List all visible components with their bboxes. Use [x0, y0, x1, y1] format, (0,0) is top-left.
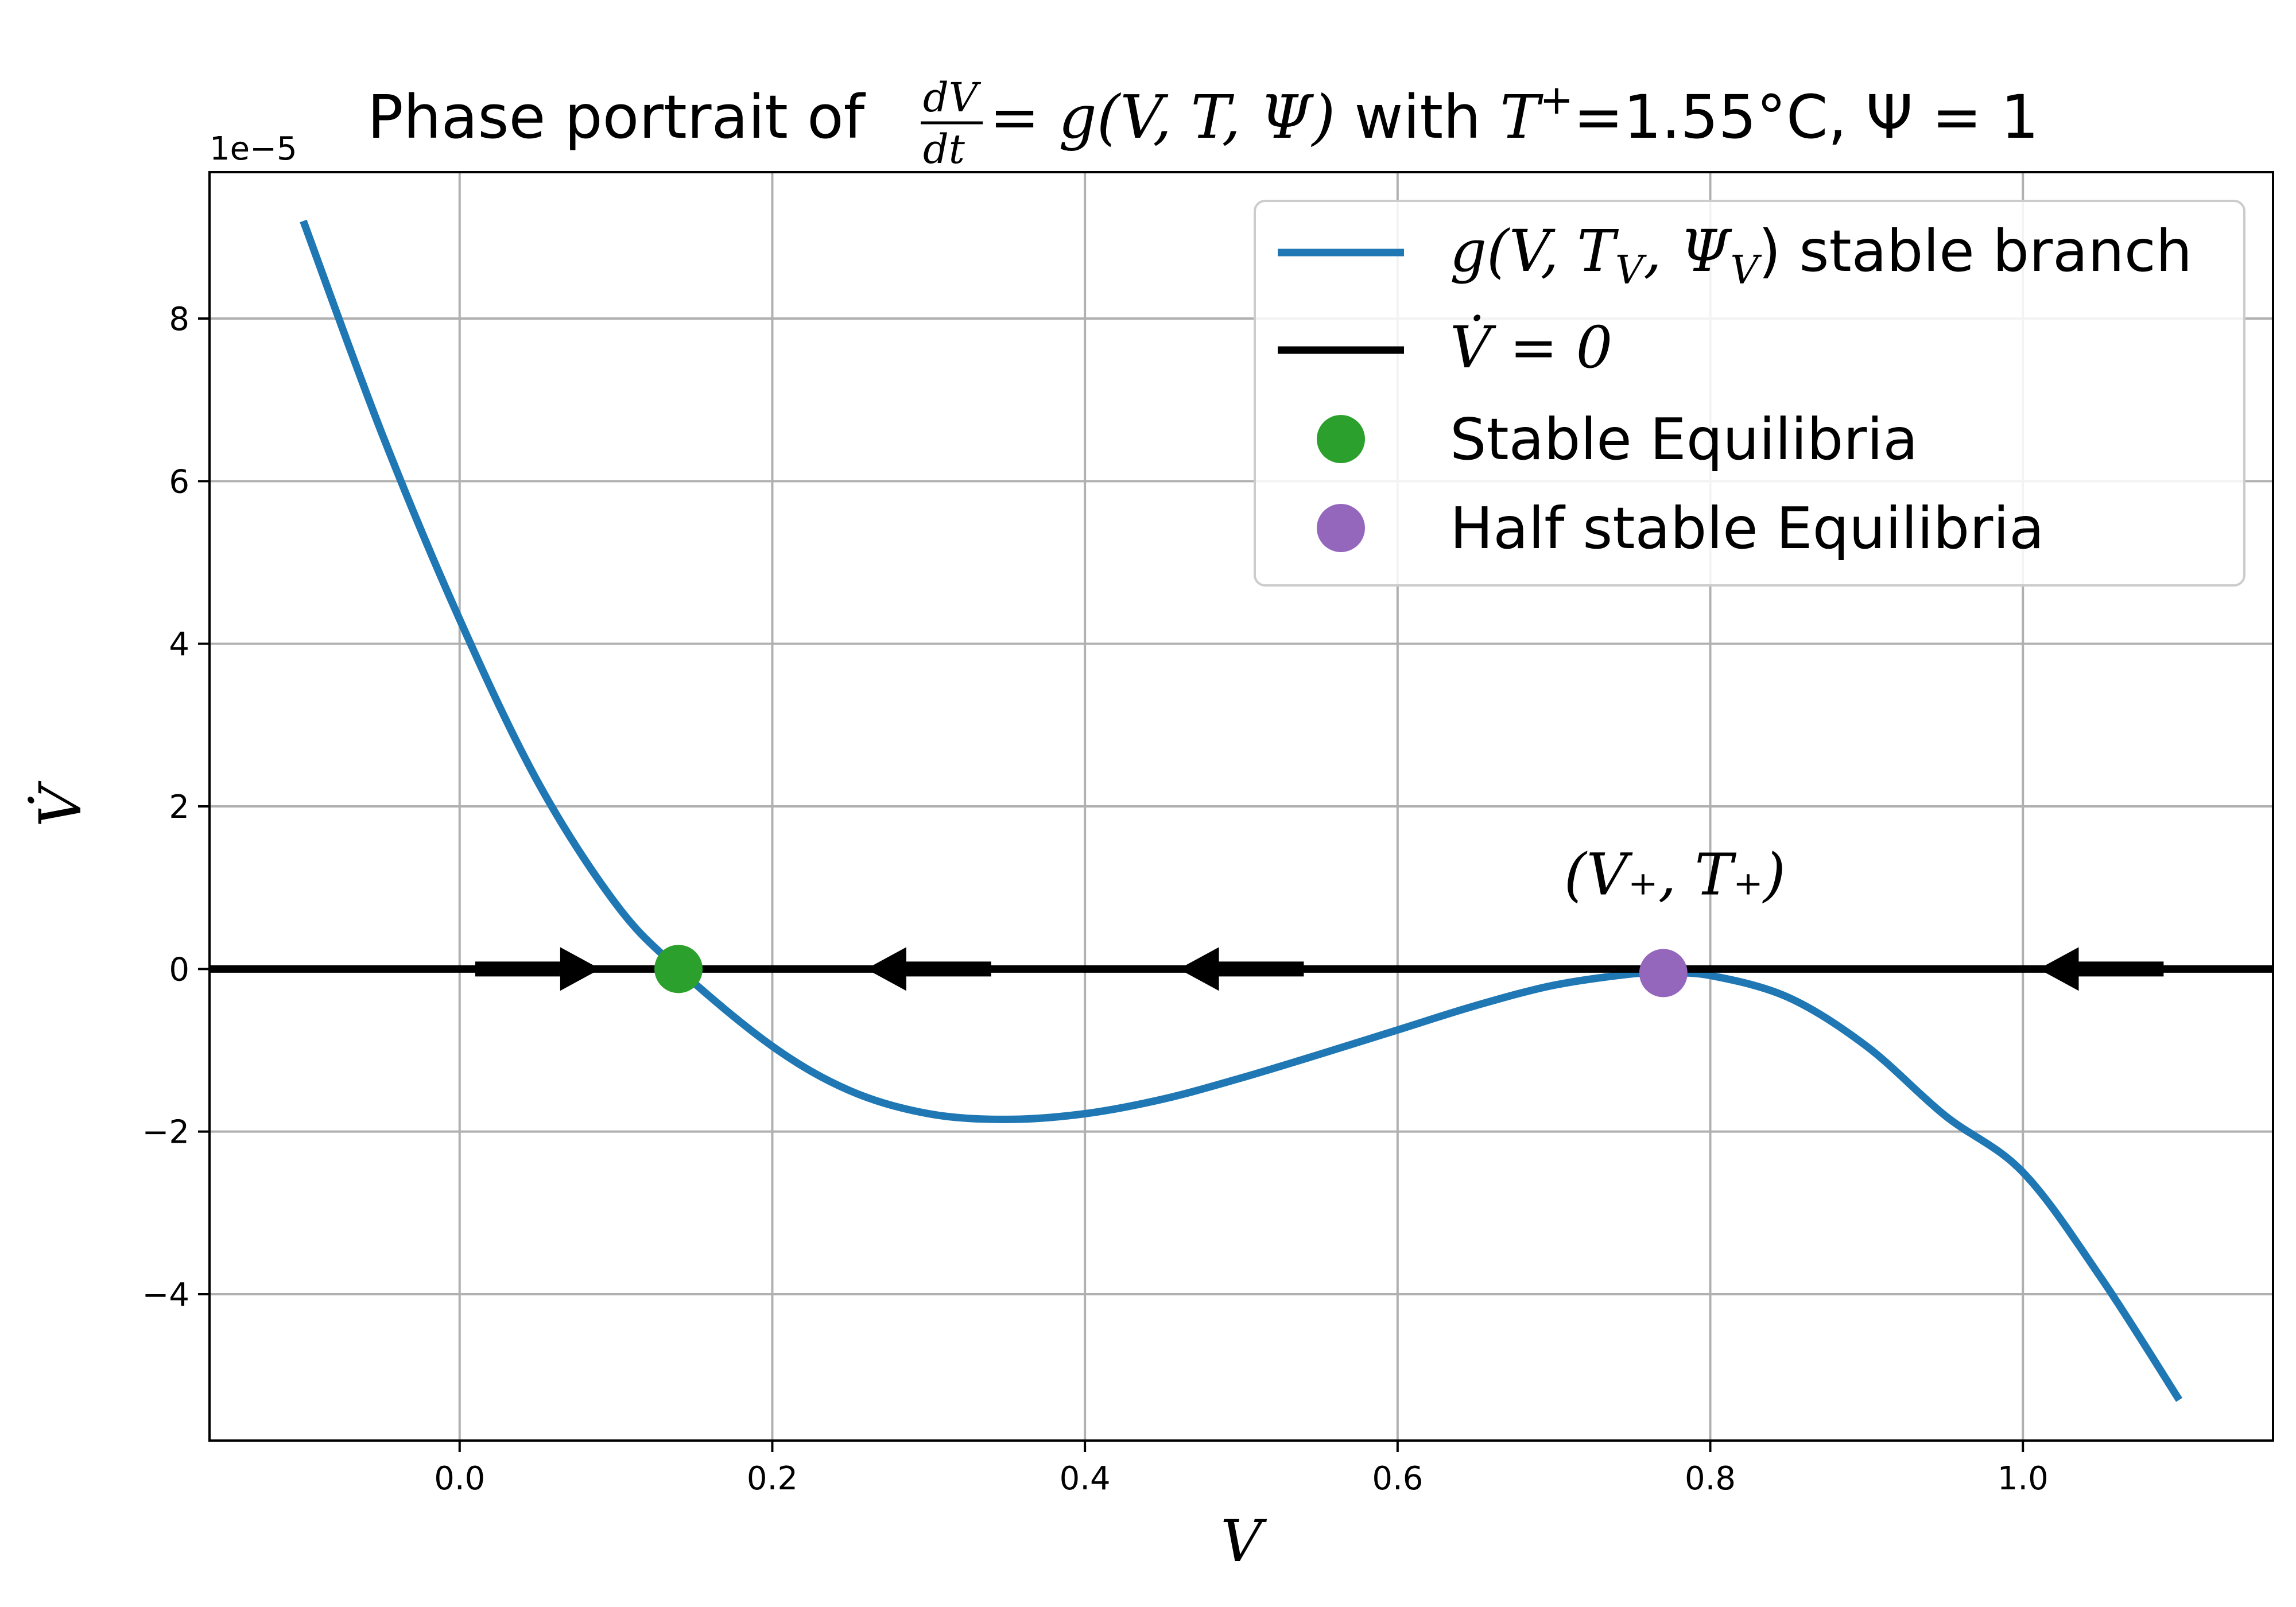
points-layer: [654, 945, 1688, 997]
flow-arrow-head: [2038, 947, 2079, 991]
flow-arrow-head: [1178, 947, 1219, 991]
title-mid: with: [1335, 82, 1500, 152]
x-tick-label: 1.0: [1998, 1460, 2049, 1497]
title-T-value: =1.55°C,: [1573, 82, 1865, 152]
title-T: T: [1500, 82, 1543, 152]
x-tick-label: 0.4: [1060, 1460, 1111, 1497]
y-tick-label: −4: [142, 1276, 189, 1314]
stable-equilibrium-point: [654, 945, 703, 993]
g-curve-line: [300, 219, 2183, 1402]
x-tick-label: 0.6: [1372, 1460, 1423, 1497]
y-offset-text: 1e−5: [210, 130, 297, 168]
x-axis-label: V: [1220, 1508, 1267, 1575]
y-tick-label: 8: [169, 301, 189, 338]
y-tick-label: 0: [169, 951, 189, 988]
legend-label-zero: V̇ = 0: [1450, 314, 1612, 381]
y-tick-label: 2: [169, 789, 189, 826]
y-axis-label: V̇: [27, 781, 94, 827]
title-psi: Ψ = 1: [1866, 82, 2039, 152]
flow-arrow-head: [866, 947, 906, 991]
legend-label-curve: g(V, TV, ΨV) stable branch: [1450, 218, 2192, 293]
x-tick-label: 0.8: [1685, 1460, 1736, 1497]
flow-arrow-head: [560, 947, 600, 991]
title-equation: = g(V, T, Ψ): [990, 82, 1335, 152]
y-tick-label: 6: [169, 463, 189, 500]
title-T-sup: +: [1540, 76, 1574, 123]
title-frac-num: dV: [923, 74, 982, 121]
legend-label-half-stable: Half stable Equilibria: [1450, 495, 2044, 562]
curve-layer: [300, 219, 2183, 1402]
ticks-layer: 0.0 0.2 0.4 0.6 0.8 1.0 −4 −2 0 2 4 6 8: [142, 301, 2048, 1497]
legend: g(V, TV, ΨV) stable branch V̇ = 0 Stable…: [1254, 200, 2245, 587]
y-tick-label: −2: [142, 1114, 189, 1151]
legend-box: [1254, 200, 2245, 587]
x-tick-label: 0.0: [434, 1460, 485, 1497]
legend-swatch-stable: [1317, 415, 1365, 463]
title-rest: = g(V, T, Ψ) with T+=1.55°C, Ψ = 1: [990, 76, 2039, 152]
equilibrium-annotation: (V₊, T₊): [1564, 841, 1786, 908]
legend-swatch-half-stable: [1317, 504, 1365, 552]
y-tick-label: 4: [169, 626, 189, 663]
title-prefix: Phase portrait of: [367, 82, 866, 152]
zero-line-layer: [210, 947, 2273, 991]
half-stable-equilibrium-point: [1639, 949, 1688, 997]
legend-label-stable: Stable Equilibria: [1450, 406, 1918, 473]
title-frac-den: dt: [923, 126, 965, 173]
title-fraction: dV dt: [921, 74, 983, 173]
chart-title: Phase portrait of: [367, 82, 866, 152]
x-tick-label: 0.2: [747, 1460, 798, 1497]
